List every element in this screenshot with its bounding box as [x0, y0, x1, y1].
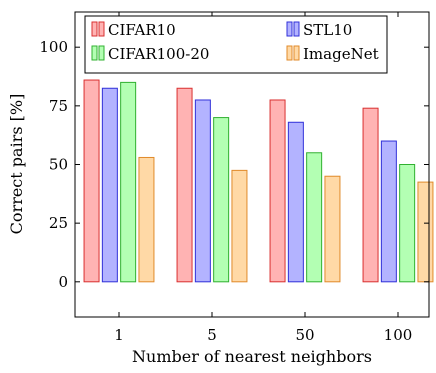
y-axis-label: Correct pairs [%] — [7, 94, 26, 235]
legend-label: ImageNet — [303, 45, 379, 63]
y-tick-label: 25 — [49, 214, 68, 232]
y-tick-label: 100 — [39, 38, 68, 56]
bar-imagenet-1 — [138, 156, 155, 283]
bar-imagenet-5 — [231, 169, 248, 283]
x-tick-label: 1 — [114, 326, 124, 344]
bars-layer — [83, 79, 434, 283]
x-axis-label: Number of nearest neighbors — [132, 347, 372, 366]
y-tick-label: 0 — [58, 273, 68, 291]
y-axis-ticks: 0 25 50 75 100 — [39, 38, 429, 291]
legend-label: STL10 — [303, 21, 352, 39]
legend-label: CIFAR10 — [108, 21, 176, 39]
legend-swatch-cifar100-20 — [91, 45, 105, 61]
bar-stl10-5 — [194, 99, 211, 283]
x-tick-label: 5 — [207, 326, 217, 344]
bar-cifar100-20-100 — [399, 164, 416, 283]
bar-stl10-50 — [287, 121, 304, 283]
y-tick-label: 50 — [49, 156, 68, 174]
legend-label: CIFAR100-20 — [108, 45, 209, 63]
bar-cifar10-5 — [176, 87, 193, 283]
bar-cifar10-1 — [83, 79, 100, 283]
bar-imagenet-50 — [324, 175, 341, 283]
x-tick-label: 100 — [384, 326, 413, 344]
bar-imagenet-100 — [417, 181, 434, 283]
x-axis-ticks: 1 5 50 100 — [114, 12, 412, 344]
bar-cifar100-20-1 — [120, 81, 137, 283]
x-tick-label: 50 — [295, 326, 314, 344]
bar-stl10-1 — [101, 87, 118, 283]
bar-cifar10-50 — [269, 99, 286, 283]
bar-cifar100-20-50 — [306, 152, 323, 283]
y-tick-label: 75 — [49, 97, 68, 115]
bar-cifar10-100 — [362, 107, 379, 283]
legend-box — [84, 15, 388, 74]
legend-swatch-imagenet — [286, 45, 300, 61]
plot-frame — [74, 11, 430, 318]
legend-swatch-stl10 — [286, 21, 300, 37]
legend: CIFAR10 STL10 CIFAR100-20 ImageNet — [84, 15, 388, 74]
bar-stl10-100 — [380, 140, 397, 283]
legend-swatch-cifar10 — [91, 21, 105, 37]
bar-cifar100-20-5 — [213, 117, 230, 283]
